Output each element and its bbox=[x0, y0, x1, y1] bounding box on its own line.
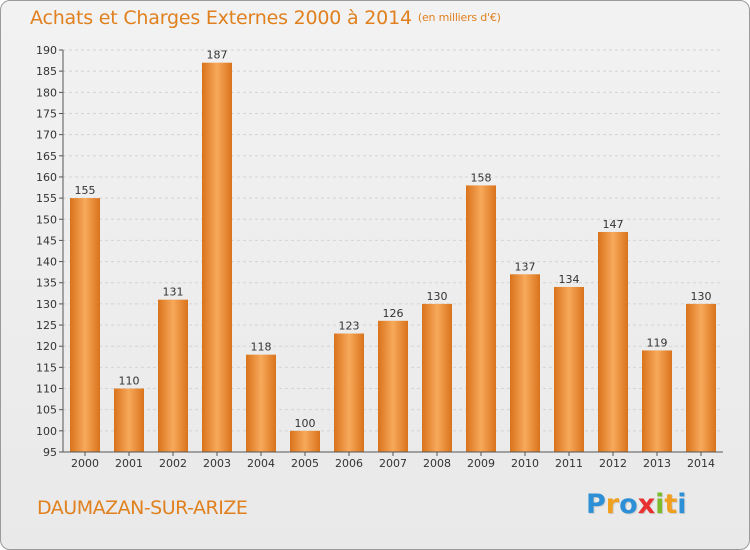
data-label: 187 bbox=[207, 49, 228, 62]
y-tick-label: 115 bbox=[36, 361, 57, 374]
bar bbox=[642, 350, 672, 452]
x-tick-label: 2001 bbox=[115, 457, 143, 470]
bars bbox=[70, 62, 716, 453]
data-label: 100 bbox=[295, 417, 316, 430]
x-tick-label: 2014 bbox=[687, 457, 715, 470]
bar bbox=[158, 299, 188, 452]
data-label: 118 bbox=[251, 341, 272, 354]
x-tick-label: 2002 bbox=[159, 457, 187, 470]
bar bbox=[466, 185, 496, 452]
y-tick-label: 165 bbox=[36, 150, 57, 163]
data-label: 130 bbox=[427, 290, 448, 303]
y-tick-label: 180 bbox=[36, 86, 57, 99]
data-label: 131 bbox=[163, 286, 184, 299]
data-label: 147 bbox=[603, 218, 624, 231]
y-tick-label: 105 bbox=[36, 404, 57, 417]
y-tick-label: 155 bbox=[36, 192, 57, 205]
bar bbox=[246, 354, 276, 452]
data-label: 126 bbox=[383, 307, 404, 320]
y-tick-label: 160 bbox=[36, 171, 57, 184]
logo-letter: P bbox=[586, 489, 606, 520]
bar bbox=[70, 198, 100, 452]
y-tick-label: 150 bbox=[36, 213, 57, 226]
logo-letter: i bbox=[655, 489, 665, 520]
y-tick-label: 95 bbox=[43, 446, 57, 459]
chart-title-text: Achats et Charges Externes 2000 à 2014 bbox=[30, 7, 412, 29]
x-tick-label: 2006 bbox=[335, 457, 363, 470]
y-tick-label: 110 bbox=[36, 383, 57, 396]
y-tick-label: 130 bbox=[36, 298, 57, 311]
x-tick-label: 2008 bbox=[423, 457, 451, 470]
commune-name: DAUMAZAN-SUR-ARIZE bbox=[37, 497, 248, 519]
labels: 95 100 105 110 115 120 125 130 135 140 145 150 155 16… bbox=[36, 44, 715, 470]
data-label: 119 bbox=[647, 336, 668, 349]
x-tick-label: 2011 bbox=[555, 457, 583, 470]
logo-letter: x bbox=[637, 489, 656, 520]
y-tick-label: 140 bbox=[36, 256, 57, 269]
bar bbox=[378, 320, 408, 452]
bar bbox=[290, 430, 320, 452]
y-tick-label: 125 bbox=[36, 319, 57, 332]
data-label: 137 bbox=[515, 260, 536, 273]
y-tick-label: 100 bbox=[36, 425, 57, 438]
bar bbox=[686, 303, 716, 452]
x-tick-label: 2000 bbox=[71, 457, 99, 470]
y-tick-label: 145 bbox=[36, 234, 57, 247]
bar bbox=[114, 388, 144, 452]
x-tick-label: 2010 bbox=[511, 457, 539, 470]
data-label: 110 bbox=[119, 375, 140, 388]
x-tick-label: 2013 bbox=[643, 457, 671, 470]
y-tick-label: 170 bbox=[36, 129, 57, 142]
bar bbox=[554, 286, 584, 452]
axes bbox=[59, 49, 723, 456]
y-tick-label: 175 bbox=[36, 107, 57, 120]
y-tick-label: 120 bbox=[36, 340, 57, 353]
chart-title: Achats et Charges Externes 2000 à 2014 (e… bbox=[30, 7, 501, 29]
logo-letter: i bbox=[677, 489, 687, 520]
y-tick-label: 190 bbox=[36, 44, 57, 57]
x-tick-label: 2012 bbox=[599, 457, 627, 470]
x-tick-label: 2004 bbox=[247, 457, 275, 470]
logo-letter: t bbox=[664, 489, 678, 520]
bar bbox=[202, 62, 232, 453]
y-tick-label: 135 bbox=[36, 277, 57, 290]
data-label: 134 bbox=[559, 273, 580, 286]
bar bbox=[334, 333, 364, 452]
logo-letter: o bbox=[619, 489, 638, 520]
bar bbox=[598, 231, 628, 452]
data-label: 130 bbox=[691, 290, 712, 303]
y-tick-label: 185 bbox=[36, 65, 57, 78]
logo-letter: r bbox=[605, 489, 620, 520]
x-tick-label: 2007 bbox=[379, 457, 407, 470]
data-label: 158 bbox=[471, 171, 492, 184]
x-tick-label: 2003 bbox=[203, 457, 231, 470]
bar bbox=[422, 303, 452, 452]
chart-subtitle: (en milliers d'€) bbox=[417, 11, 501, 24]
data-label: 155 bbox=[75, 184, 96, 197]
bar bbox=[510, 274, 540, 452]
proxiti-logo: Proxiti bbox=[586, 489, 687, 520]
x-tick-label: 2009 bbox=[467, 457, 495, 470]
data-label: 123 bbox=[339, 320, 360, 333]
x-tick-label: 2005 bbox=[291, 457, 319, 470]
